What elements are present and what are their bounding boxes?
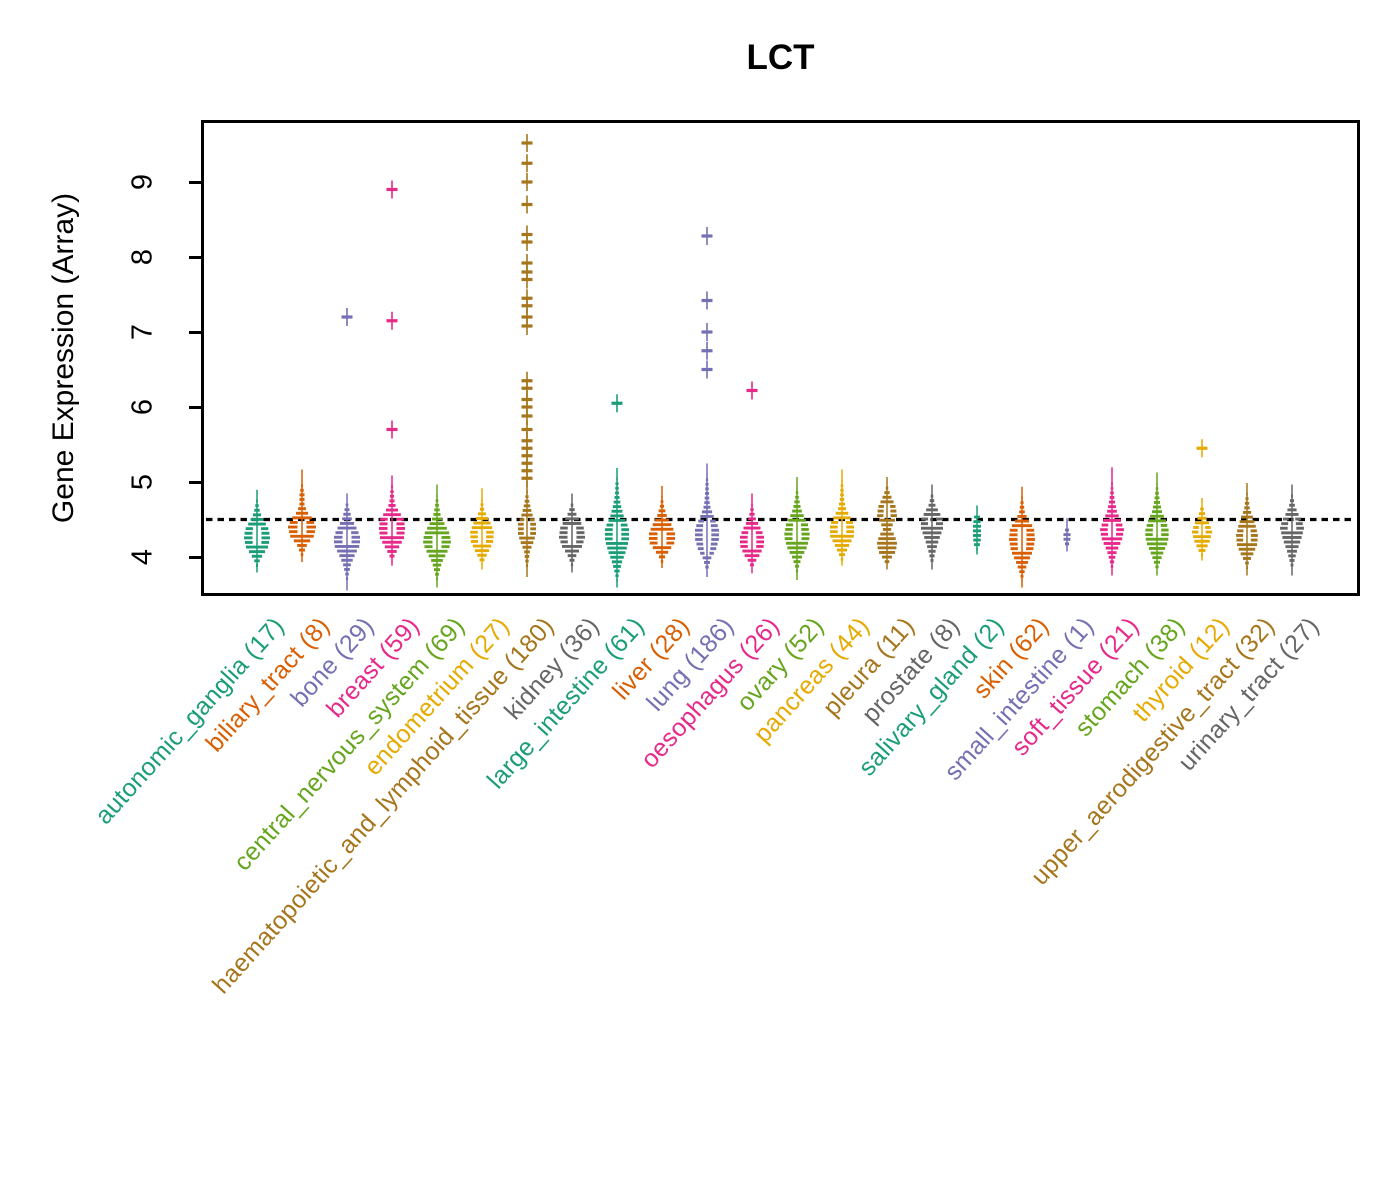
outlier-point <box>521 195 533 214</box>
violin-ovary <box>784 477 810 580</box>
y-tick-4 <box>189 555 204 559</box>
outlier-point <box>521 173 533 191</box>
y-tick-label-9: 9 <box>126 173 159 191</box>
y-tick-label-7: 7 <box>126 323 159 341</box>
violin-pancreas <box>830 469 854 566</box>
outlier-point <box>341 308 353 326</box>
violin-autonomic_ganglia <box>244 489 270 573</box>
outlier-point <box>521 289 533 308</box>
violin-skin <box>1009 486 1035 588</box>
outlier-point <box>386 420 398 439</box>
y-tick-label-6: 6 <box>126 398 159 416</box>
y-tick-6 <box>189 405 204 409</box>
violin-soft_tissue <box>1100 467 1124 576</box>
outlier-point <box>701 227 713 245</box>
outlier-point <box>521 254 533 272</box>
violin-biliary_tract <box>288 469 316 562</box>
violin-thyroid <box>1192 439 1212 561</box>
violin-large_intestine <box>605 394 629 588</box>
outlier-point <box>521 225 533 244</box>
violin-urinary_tract <box>1280 484 1304 576</box>
violin-bone <box>334 308 360 591</box>
outlier-point <box>701 341 713 360</box>
violin-prostate <box>921 484 943 570</box>
y-tick-label-5: 5 <box>126 473 159 491</box>
y-tick-label-8: 8 <box>126 248 159 266</box>
violin-liver <box>649 486 675 568</box>
violin-central_nervous_system <box>423 484 451 588</box>
outlier-point <box>521 134 533 152</box>
violin-small_intestine <box>1063 518 1071 552</box>
y-tick-7 <box>189 330 204 334</box>
violin-breast <box>379 180 405 566</box>
outlier-point <box>1196 439 1208 458</box>
y-tick-label-4: 4 <box>126 548 159 566</box>
violin-endometrium <box>470 488 494 570</box>
violin-haematopoietic_and_lymphoid_tissue <box>518 134 536 577</box>
violin-salivary_gland <box>973 505 981 555</box>
outlier-point <box>701 323 713 341</box>
outlier-point <box>521 371 533 390</box>
outlier-point <box>521 154 533 173</box>
violin-upper_aerodigestive_tract <box>1236 483 1258 576</box>
outlier-point <box>611 394 623 413</box>
outlier-point <box>386 311 398 330</box>
x-label-autonomic_ganglia: autonomic_ganglia (17) <box>89 612 290 830</box>
plot-frame <box>201 120 1360 596</box>
outlier-point <box>701 360 713 379</box>
plot-svg <box>206 134 1355 591</box>
y-axis-title: Gene Expression (Array) <box>47 192 80 524</box>
violin-pleura <box>877 477 897 570</box>
outlier-point <box>701 291 713 310</box>
violin-kidney <box>559 493 585 573</box>
y-tick-5 <box>189 480 204 484</box>
violin-oesophagus <box>740 381 764 574</box>
chart-title: LCT <box>746 38 815 77</box>
violin-stomach <box>1145 472 1169 576</box>
y-tick-9 <box>189 180 204 184</box>
outlier-point <box>746 381 758 400</box>
outlier-point <box>386 180 398 199</box>
y-tick-8 <box>189 255 204 259</box>
violin-lung <box>695 227 719 577</box>
